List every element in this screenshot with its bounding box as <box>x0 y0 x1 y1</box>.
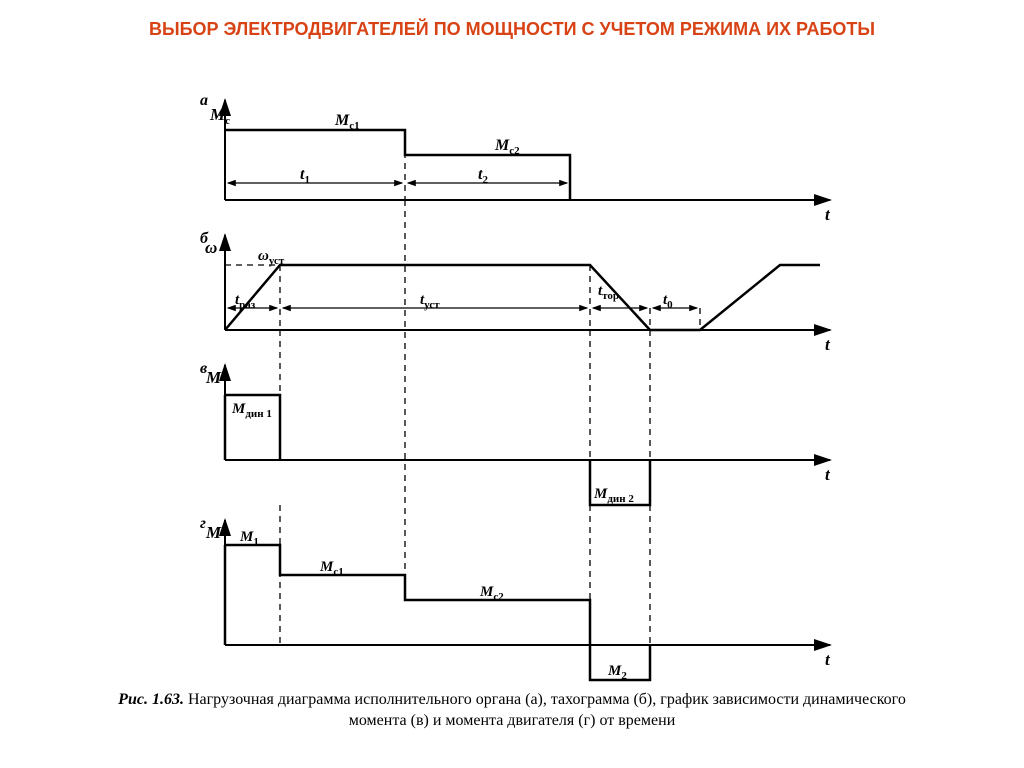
panel-b-xlabel: t <box>825 335 831 354</box>
panel-g: г М t М1 Мс1 Мс2 М2 <box>200 200 831 682</box>
panel-v: в М t Мдин 1 Мдин 2 <box>200 330 831 505</box>
timing-diagram-svg: а Мс t Мс1 Мс2 t1 t2 б ω t ωуст tраз tус… <box>0 85 1024 685</box>
panel-b-trace <box>225 265 820 330</box>
panel-g-ylabel: М <box>205 523 222 542</box>
caption-text: Нагрузочная диаграмма исполнительного ор… <box>184 691 906 729</box>
figure-caption: Рис. 1.63. Нагрузочная диаграмма исполни… <box>100 690 924 732</box>
panel-a-tag: а <box>200 92 208 109</box>
panel-a-ylabel: Мс <box>209 105 230 127</box>
label-Mdin1: Мдин 1 <box>231 401 272 420</box>
label-wust: ωуст <box>258 248 285 267</box>
panel-g-xlabel: t <box>825 650 831 669</box>
label-Mdin2: Мдин 2 <box>593 486 634 505</box>
panel-b: б ω t ωуст tраз tуст tтор t0 <box>200 230 831 354</box>
panel-g-trace <box>225 545 650 680</box>
panel-v-trace <box>225 395 650 505</box>
caption-fignum: Рис. 1.63. <box>118 691 184 708</box>
panel-v-ylabel: М <box>205 368 222 387</box>
page-title: ВЫБОР ЭЛЕКТРОДВИГАТЕЛЕЙ ПО МОЩНОСТИ С УЧ… <box>0 0 1024 51</box>
panel-a: а Мс t Мс1 Мс2 t1 t2 <box>200 92 831 224</box>
panel-v-xlabel: t <box>825 465 831 484</box>
panel-a-xlabel: t <box>825 205 831 224</box>
panel-a-trace <box>225 130 570 200</box>
figure-region: а Мс t Мс1 Мс2 t1 t2 б ω t ωуст tраз tус… <box>0 85 1024 685</box>
panel-b-ylabel: ω <box>205 238 217 257</box>
